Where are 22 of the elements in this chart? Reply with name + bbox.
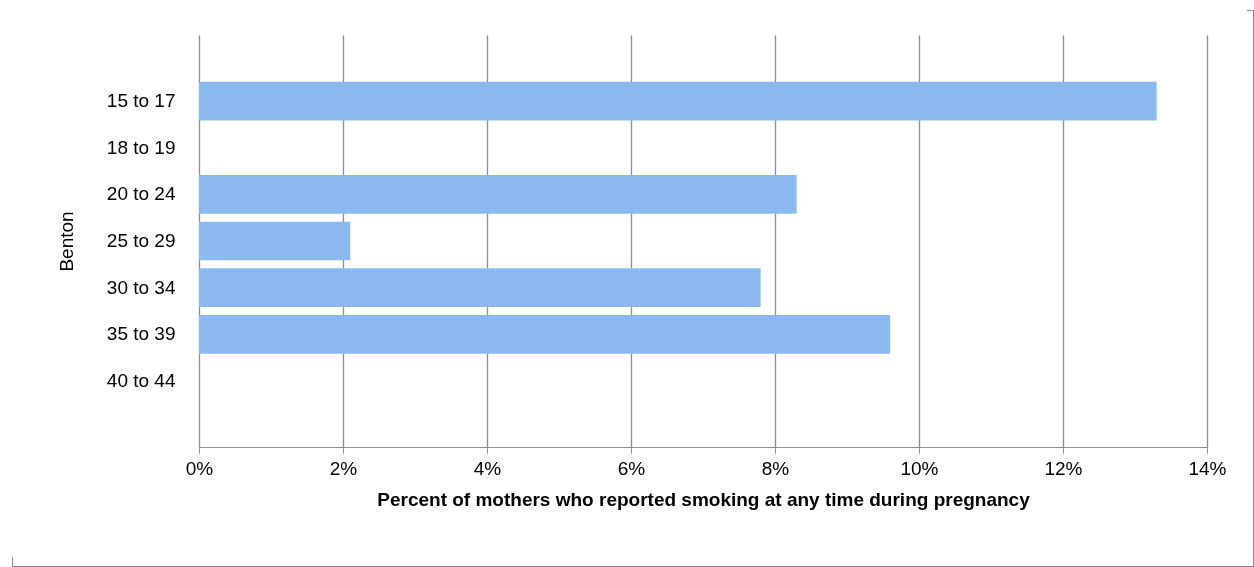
bar bbox=[199, 268, 761, 308]
y-tick-label: 35 to 39 bbox=[106, 323, 176, 345]
y-tick-label: 30 to 34 bbox=[106, 276, 176, 298]
bar bbox=[199, 314, 891, 354]
bar bbox=[199, 81, 1157, 121]
x-tick-label: 6% bbox=[617, 457, 646, 479]
x-axis-title: Percent of mothers who reported smoking at any time during pregnancy bbox=[377, 488, 1031, 510]
y-tick-label: 40 to 44 bbox=[106, 369, 176, 391]
x-tick-label: 0% bbox=[185, 457, 214, 479]
x-tick-label: 14% bbox=[1188, 457, 1227, 479]
x-tick-label: 4% bbox=[473, 457, 502, 479]
x-tick-label: 2% bbox=[329, 457, 358, 479]
y-tick-label: 18 to 19 bbox=[106, 136, 176, 158]
y-tick-label: 20 to 24 bbox=[106, 183, 176, 205]
y-axis-title: Benton bbox=[55, 211, 77, 272]
bar bbox=[199, 221, 351, 261]
x-tick-label: 8% bbox=[761, 457, 790, 479]
x-tick-label: 10% bbox=[900, 457, 939, 479]
x-tick-label: 12% bbox=[1044, 457, 1083, 479]
y-tick-label: 25 to 29 bbox=[106, 230, 176, 251]
y-tick-label: 15 to 17 bbox=[106, 90, 176, 112]
bar bbox=[199, 174, 797, 214]
